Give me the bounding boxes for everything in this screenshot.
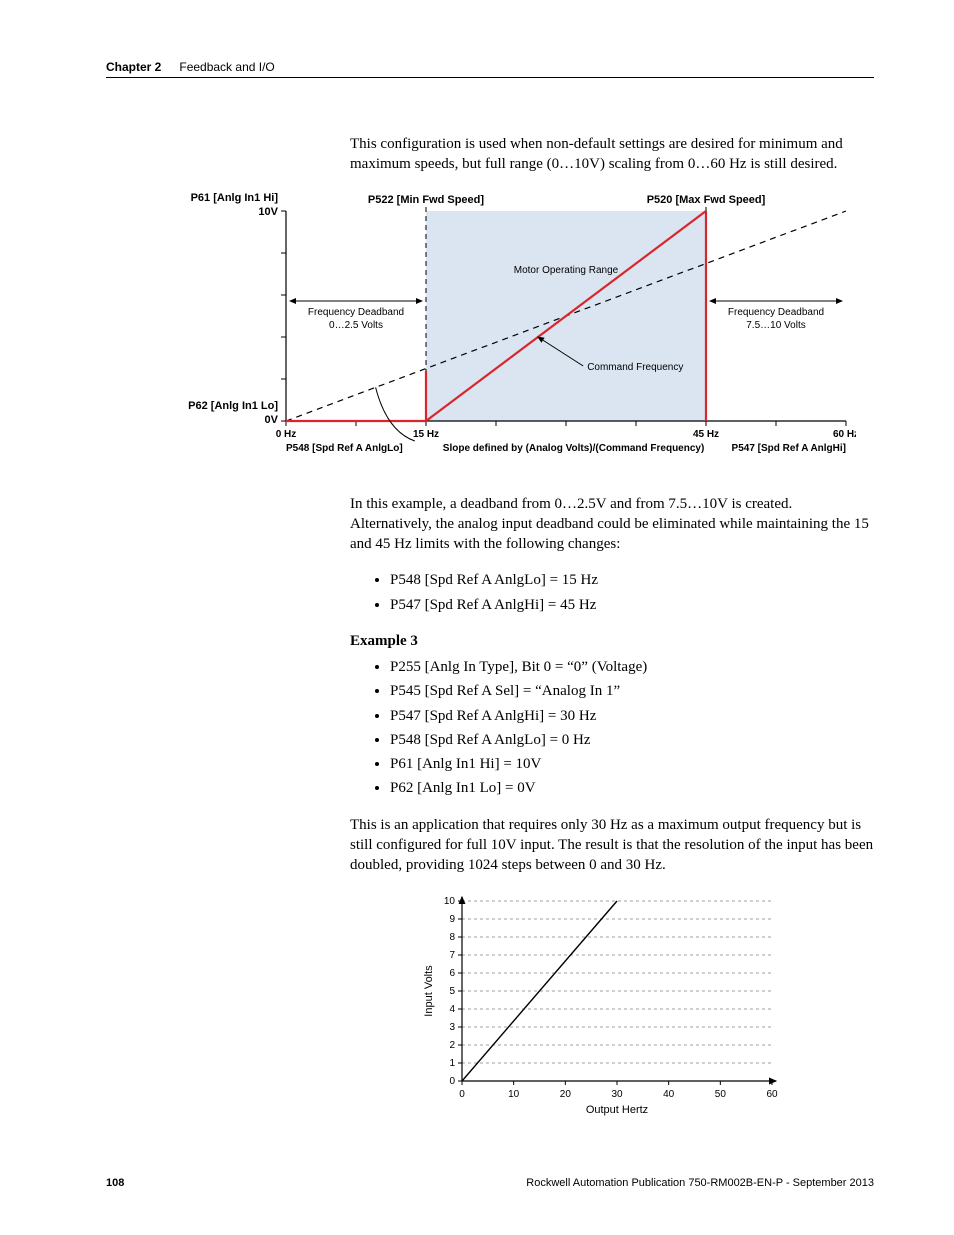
- svg-text:P547 [Spd Ref A AnlgHi]: P547 [Spd Ref A AnlgHi]: [732, 443, 846, 454]
- svg-text:7: 7: [449, 950, 455, 961]
- svg-text:Frequency Deadband: Frequency Deadband: [728, 307, 824, 318]
- page-footer: 108 Rockwell Automation Publication 750-…: [106, 1177, 874, 1189]
- svg-text:60 Hz: 60 Hz: [833, 429, 856, 440]
- svg-text:30: 30: [611, 1089, 623, 1100]
- svg-text:3: 3: [449, 1022, 455, 1033]
- svg-text:Input Volts: Input Volts: [423, 965, 435, 1017]
- end-paragraph: This is an application that requires onl…: [350, 815, 874, 876]
- svg-text:0 Hz: 0 Hz: [276, 429, 297, 440]
- svg-text:10: 10: [508, 1089, 520, 1100]
- list-item: P545 [Spd Ref A Sel] = “Analog In 1”: [390, 681, 874, 701]
- example3-heading: Example 3: [350, 631, 874, 651]
- svg-text:Output Hertz: Output Hertz: [586, 1104, 648, 1116]
- list-item: P548 [Spd Ref A AnlgLo] = 0 Hz: [390, 730, 874, 750]
- svg-text:P522 [Min Fwd Speed]: P522 [Min Fwd Speed]: [368, 194, 484, 206]
- svg-text:0V: 0V: [265, 414, 279, 426]
- svg-text:5: 5: [449, 986, 455, 997]
- svg-text:8: 8: [449, 932, 455, 943]
- svg-text:40: 40: [663, 1089, 675, 1100]
- svg-text:10: 10: [444, 896, 456, 907]
- list-item: P548 [Spd Ref A AnlgLo] = 15 Hz: [390, 570, 874, 590]
- list-item: P61 [Anlg In1 Hi] = 10V: [390, 754, 874, 774]
- svg-text:Command Frequency: Command Frequency: [587, 362, 683, 373]
- svg-text:P62 [Anlg In1 Lo]: P62 [Anlg In1 Lo]: [188, 400, 278, 412]
- svg-text:P520 [Max Fwd Speed]: P520 [Max Fwd Speed]: [647, 194, 766, 206]
- intro-paragraph: This configuration is used when non-defa…: [350, 134, 874, 175]
- bullet-list-example3: P255 [Anlg In Type], Bit 0 = “0” (Voltag…: [390, 657, 874, 799]
- svg-text:45 Hz: 45 Hz: [693, 429, 719, 440]
- svg-text:P61 [Anlg In1 Hi]: P61 [Anlg In1 Hi]: [191, 192, 279, 204]
- svg-text:15 Hz: 15 Hz: [413, 429, 439, 440]
- list-item: P62 [Anlg In1 Lo] = 0V: [390, 778, 874, 798]
- svg-text:50: 50: [715, 1089, 727, 1100]
- svg-text:0: 0: [449, 1076, 455, 1087]
- svg-text:Motor Operating Range: Motor Operating Range: [514, 265, 619, 276]
- header-rule: [106, 77, 874, 78]
- svg-text:20: 20: [560, 1089, 572, 1100]
- svg-text:10V: 10V: [258, 206, 278, 218]
- svg-text:0…2.5 Volts: 0…2.5 Volts: [329, 320, 383, 331]
- svg-text:Frequency Deadband: Frequency Deadband: [308, 307, 404, 318]
- list-item: P255 [Anlg In Type], Bit 0 = “0” (Voltag…: [390, 657, 874, 677]
- bullet-list-changes: P548 [Spd Ref A AnlgLo] = 15 Hz P547 [Spd…: [390, 570, 874, 615]
- page-number: 108: [106, 1177, 124, 1189]
- svg-text:4: 4: [449, 1004, 455, 1015]
- svg-text:9: 9: [449, 914, 455, 925]
- svg-text:P548 [Spd Ref A AnlgLo]: P548 [Spd Ref A AnlgLo]: [286, 443, 403, 454]
- publication-id: Rockwell Automation Publication 750-RM00…: [526, 1177, 874, 1189]
- svg-text:0: 0: [459, 1089, 465, 1100]
- chart-deadband: P522 [Min Fwd Speed] P520 [Max Fwd Speed]…: [186, 191, 856, 466]
- svg-text:Slope defined by (Analog Volts: Slope defined by (Analog Volts)/(Command…: [443, 443, 705, 454]
- svg-text:60: 60: [766, 1089, 778, 1100]
- chapter-title: Feedback and I/O: [179, 60, 274, 74]
- list-item: P547 [Spd Ref A AnlgHi] = 45 Hz: [390, 595, 874, 615]
- svg-text:6: 6: [449, 968, 455, 979]
- svg-text:1: 1: [449, 1058, 455, 1069]
- list-item: P547 [Spd Ref A AnlgHi] = 30 Hz: [390, 706, 874, 726]
- chart-resolution: 0 1 2 3 4 5 6 7 8 9 10 0 10 20 30 40 50 60 Output Hertz Inp…: [416, 891, 786, 1126]
- page-header: Chapter 2 Feedback and I/O: [106, 60, 874, 74]
- svg-text:7.5…10 Volts: 7.5…10 Volts: [746, 320, 805, 331]
- middle-paragraph: In this example, a deadband from 0…2.5V …: [350, 494, 874, 555]
- svg-text:2: 2: [449, 1040, 455, 1051]
- chapter-label: Chapter 2: [106, 60, 161, 74]
